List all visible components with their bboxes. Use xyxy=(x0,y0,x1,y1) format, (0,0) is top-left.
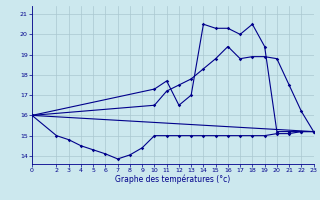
X-axis label: Graphe des températures (°c): Graphe des températures (°c) xyxy=(115,175,230,184)
